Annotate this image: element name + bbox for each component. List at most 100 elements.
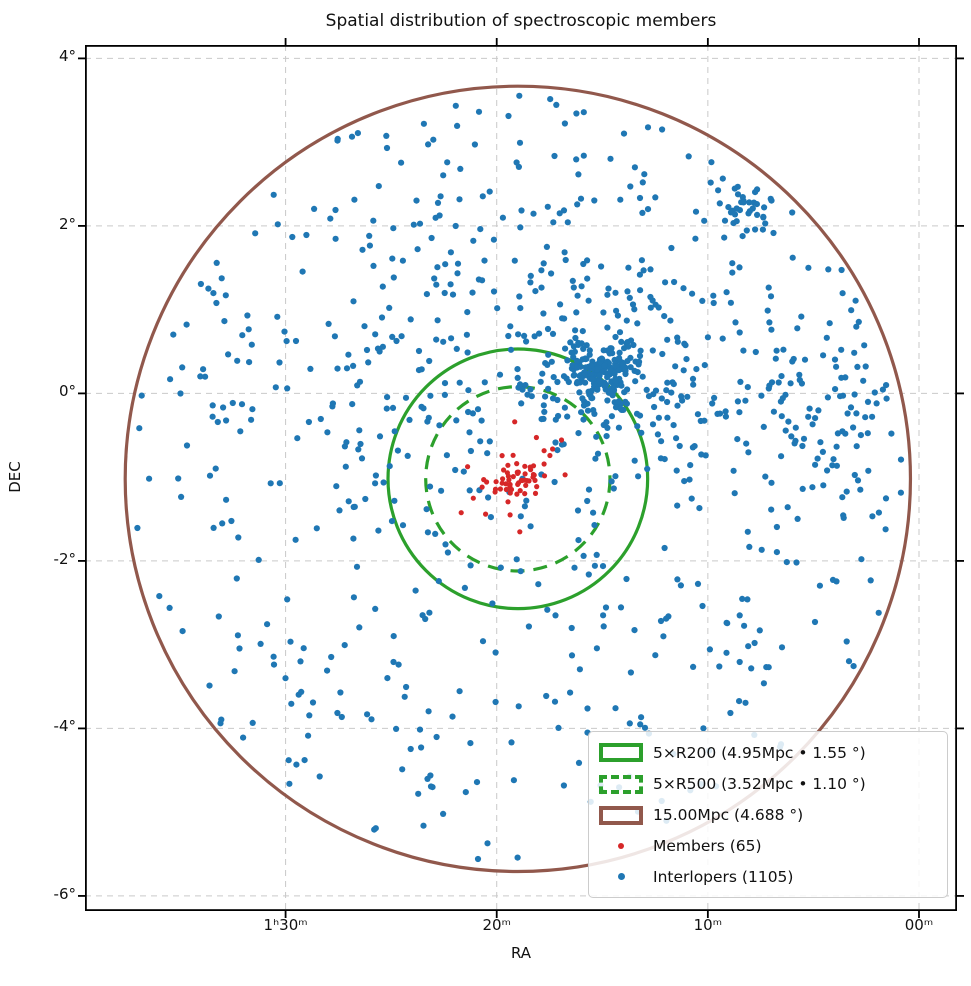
point-interlopers [399, 766, 406, 773]
point-interlopers [826, 320, 833, 327]
point-interlopers [782, 427, 789, 434]
point-interlopers [138, 392, 145, 399]
point-interlopers [270, 191, 277, 198]
point-interlopers [707, 179, 714, 186]
point-interlopers [845, 658, 853, 665]
point-interlopers [860, 377, 867, 384]
point-interlopers [840, 514, 847, 521]
point-interlopers [572, 334, 579, 342]
point-interlopers [452, 222, 459, 230]
point-interlopers [869, 513, 876, 520]
point-interlopers [497, 564, 504, 571]
point-interlopers [690, 381, 697, 388]
point-interlopers [252, 230, 259, 237]
point-interlopers [489, 600, 496, 607]
point-interlopers [615, 424, 623, 431]
point-interlopers [838, 266, 845, 274]
point-interlopers [636, 194, 644, 202]
point-interlopers [615, 398, 622, 405]
point-interlopers [768, 326, 775, 333]
point-interlopers [811, 618, 819, 626]
point-interlopers [649, 347, 656, 354]
point-interlopers [719, 335, 726, 342]
point-interlopers [537, 378, 544, 385]
point-interlopers [294, 435, 301, 442]
legend-item-r500: 5×R500 (3.52Mpc • 1.10 °) [589, 774, 947, 794]
point-members [479, 484, 485, 490]
point-interlopers [867, 577, 874, 584]
point-interlopers [407, 316, 414, 323]
point-interlopers [523, 497, 530, 504]
point-interlopers [736, 698, 743, 705]
point-interlopers [593, 645, 600, 652]
point-interlopers [598, 263, 605, 270]
point-interlopers [674, 576, 681, 583]
point-interlopers [661, 544, 668, 552]
point-interlopers [464, 349, 471, 356]
point-interlopers [775, 379, 782, 386]
point-members [522, 463, 528, 469]
point-interlopers [625, 343, 632, 350]
point-interlopers [833, 462, 841, 469]
point-interlopers [604, 374, 611, 381]
point-interlopers [134, 524, 141, 532]
point-interlopers [469, 289, 476, 296]
point-interlopers [667, 317, 674, 324]
point-interlopers [562, 345, 569, 352]
point-interlopers [592, 455, 599, 462]
point-interlopers [763, 664, 770, 671]
point-interlopers [744, 384, 751, 391]
point-interlopers [753, 201, 761, 208]
point-interlopers [752, 348, 759, 356]
point-interlopers [521, 332, 528, 339]
point-interlopers [357, 440, 364, 448]
point-interlopers [206, 682, 213, 689]
point-interlopers [574, 364, 581, 371]
point-interlopers [406, 416, 413, 423]
point-interlopers [582, 379, 589, 386]
point-interlopers [368, 716, 375, 723]
point-interlopers [390, 658, 397, 666]
x-tick-label: 00ᵐ [904, 916, 934, 934]
point-interlopers [317, 415, 324, 423]
point-interlopers [596, 378, 603, 385]
point-interlopers [596, 372, 603, 379]
point-members [517, 529, 523, 535]
point-interlopers [557, 301, 564, 308]
point-interlopers [527, 279, 534, 286]
point-interlopers [875, 609, 882, 616]
point-interlopers [179, 628, 186, 635]
point-interlopers [668, 244, 675, 252]
point-interlopers [819, 448, 827, 455]
point-interlopers [420, 405, 427, 412]
point-interlopers [430, 136, 437, 143]
point-interlopers [768, 506, 775, 513]
point-interlopers [805, 264, 812, 271]
point-interlopers [555, 412, 562, 420]
point-interlopers [604, 397, 611, 404]
point-interlopers [851, 349, 858, 356]
point-interlopers [882, 495, 890, 502]
point-interlopers [507, 323, 514, 330]
point-interlopers [544, 325, 552, 333]
point-interlopers [341, 443, 348, 450]
point-members [465, 464, 471, 470]
point-interlopers [673, 435, 680, 442]
point-interlopers [740, 347, 747, 354]
point-members [534, 484, 540, 490]
point-interlopers [689, 375, 697, 382]
legend-label-r200: 5×R200 (4.95Mpc • 1.55 °) [653, 743, 866, 762]
point-interlopers [580, 109, 587, 116]
point-interlopers [564, 413, 571, 420]
point-interlopers [573, 357, 581, 364]
point-interlopers [579, 395, 586, 402]
point-interlopers [736, 409, 743, 416]
point-interlopers [706, 646, 714, 653]
point-interlopers [384, 675, 391, 682]
point-interlopers [530, 210, 537, 217]
point-interlopers [358, 455, 366, 462]
point-interlopers [853, 323, 860, 330]
point-members [505, 499, 511, 505]
point-interlopers [336, 507, 343, 514]
point-interlopers [492, 649, 499, 656]
